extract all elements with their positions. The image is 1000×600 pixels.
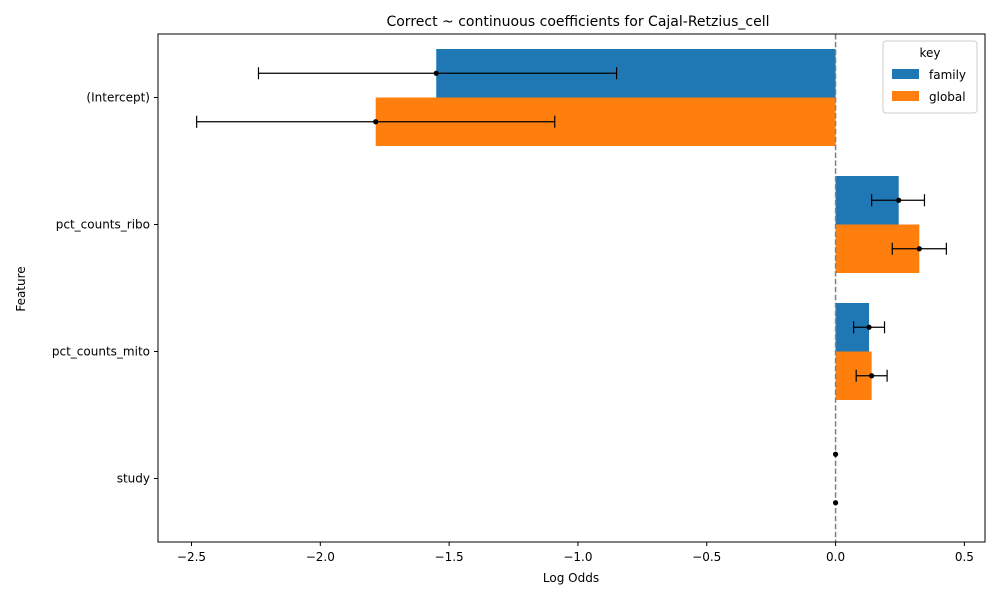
y-tick-label: (Intercept): [86, 91, 150, 105]
x-tick-label: −1.0: [563, 550, 592, 564]
y-tick-label: pct_counts_mito: [52, 345, 150, 359]
legend-swatch-global: [892, 91, 919, 101]
x-tick-label: −1.5: [435, 550, 464, 564]
x-tick-label: −0.5: [692, 550, 721, 564]
point-global-2: [869, 373, 875, 379]
legend-label-family: family: [929, 68, 966, 82]
point-family-2: [866, 324, 872, 330]
x-tick-label: 0.0: [826, 550, 845, 564]
point-global-1: [916, 246, 922, 252]
x-tick-label: −2.0: [306, 550, 335, 564]
point-family-3: [832, 451, 839, 457]
axes-frame: [157, 33, 986, 543]
y-tick-label: pct_counts_ribo: [56, 218, 150, 232]
point-global-3: [832, 500, 839, 506]
x-axis-title: Log Odds: [543, 571, 599, 585]
legend-label-global: global: [929, 90, 966, 104]
x-tick-label: 0.5: [955, 550, 974, 564]
point-global-0: [373, 119, 379, 125]
x-tick-label: −2.5: [177, 550, 206, 564]
legend-title: key: [919, 46, 940, 60]
legend-swatch-family: [892, 69, 919, 79]
point-family-0: [433, 70, 439, 76]
legend: key family global: [882, 40, 978, 114]
y-tick-label: study: [117, 472, 150, 486]
point-family-1: [896, 197, 902, 203]
plot-area: −2.5 −2.0 −1.5 −1.0 −0.5 0.0 0.5 (Intercept) pct…: [52, 33, 986, 564]
chart-title: Correct ~ continuous coefficients for Ca…: [386, 14, 769, 30]
y-axis-title: Feature: [14, 266, 28, 311]
